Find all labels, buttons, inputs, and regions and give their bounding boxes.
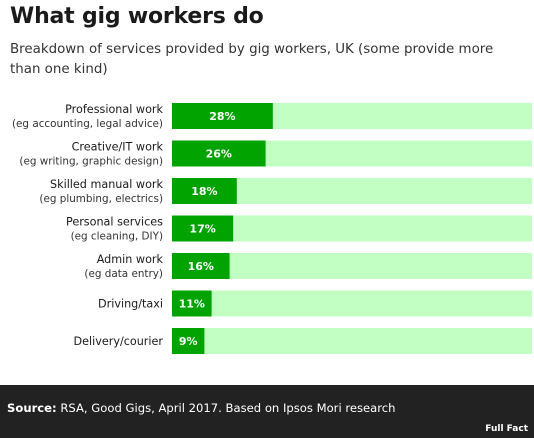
- bar: [172, 140, 266, 167]
- chart-title: What gig workers do: [10, 4, 264, 29]
- source-prefix: Source:: [7, 401, 57, 415]
- data-label: 26%: [206, 148, 232, 161]
- source-note: Source: RSA, Good Gigs, April 2017. Base…: [7, 401, 396, 415]
- data-label: 9%: [179, 335, 198, 348]
- bar-chart: 28% Professional work (eg accounting, lega…: [12, 103, 532, 354]
- full-fact-logo: Full Fact: [485, 424, 528, 434]
- category-label: Professional work: [65, 103, 163, 116]
- category-label: Personal services: [66, 216, 163, 229]
- category-label: Delivery/courier: [74, 335, 164, 348]
- bar-track: [172, 253, 532, 279]
- bar: [172, 253, 230, 279]
- bar-track: [172, 290, 532, 317]
- category-label: Skilled manual work: [50, 178, 163, 191]
- category-sublabel: (eg writing, graphic design): [19, 156, 163, 168]
- data-label: 11%: [179, 298, 205, 311]
- bar: [172, 178, 237, 204]
- category-label: Driving/taxi: [98, 298, 163, 311]
- category-sublabel: (eg cleaning, DIY): [71, 231, 163, 243]
- category-sublabel: (eg plumbing, electrics): [39, 193, 163, 205]
- source-text: RSA, Good Gigs, April 2017. Based on Ips…: [56, 401, 396, 415]
- bar: [172, 328, 205, 354]
- bar-track: [172, 328, 532, 354]
- category-sublabel: (eg data entry): [84, 268, 163, 280]
- data-label: 28%: [209, 110, 235, 123]
- category-label: Creative/IT work: [72, 141, 164, 154]
- category-label: Admin work: [97, 253, 164, 266]
- category-sublabel: (eg accounting, legal advice): [12, 118, 163, 130]
- bar: [172, 215, 234, 242]
- bar: [172, 290, 212, 317]
- chart-subtitle: Breakdown of services provided by gig wo…: [10, 42, 494, 77]
- footer: Source: RSA, Good Gigs, April 2017. Base…: [0, 385, 534, 438]
- data-label: 17%: [189, 223, 215, 236]
- data-label: 16%: [188, 260, 214, 273]
- data-label: 18%: [191, 185, 217, 198]
- bar: [172, 103, 273, 129]
